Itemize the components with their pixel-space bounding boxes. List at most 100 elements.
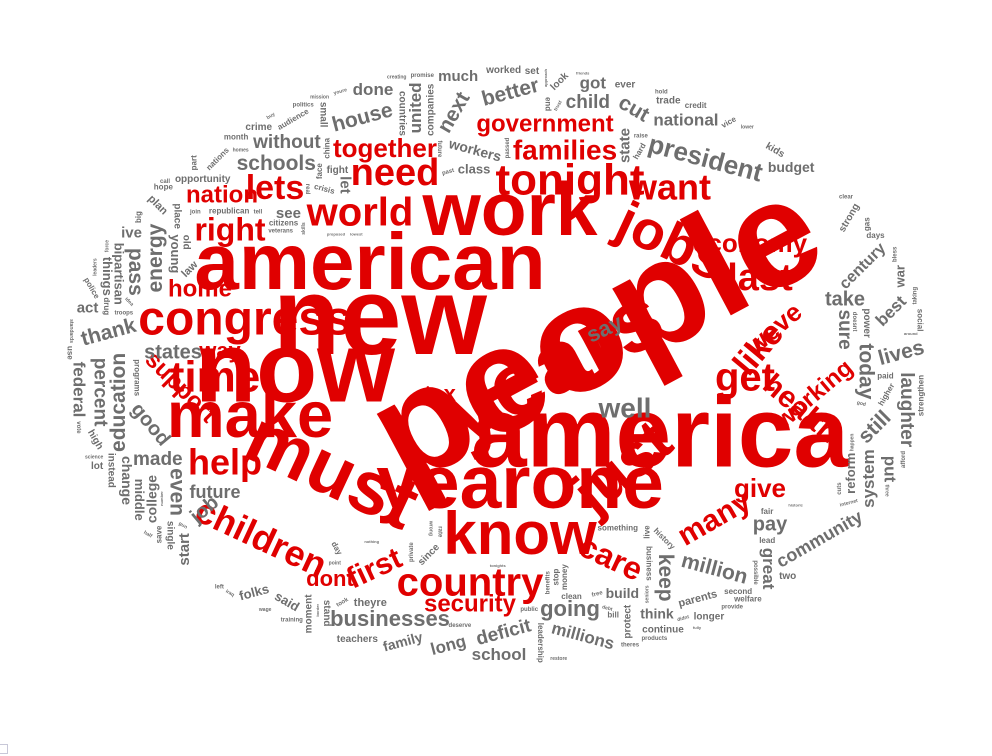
word-trust: trust <box>553 99 564 112</box>
word-think: think <box>640 605 674 621</box>
word-act: act <box>77 299 99 316</box>
word-idea: idea <box>123 296 134 307</box>
word-bipartisan: bipartisan <box>112 243 127 305</box>
word-continue: continue <box>642 624 684 635</box>
word-single: single <box>165 521 176 550</box>
word-today: today <box>855 343 878 399</box>
word-part: part <box>190 155 199 170</box>
word-look: look <box>549 70 572 93</box>
word-war: war <box>893 265 908 288</box>
word-new: new <box>273 255 487 378</box>
word-change: change <box>119 456 135 505</box>
word-hope: hope <box>154 183 174 192</box>
word-iraq: iraq <box>224 589 235 599</box>
word-education: education <box>107 353 130 452</box>
word-stop: stop <box>551 568 560 585</box>
word-paid: paid <box>877 372 894 381</box>
word-national: national <box>653 111 718 130</box>
word-took: took <box>336 597 351 609</box>
word-benefits: benefits <box>545 571 551 595</box>
word-schools: schools <box>237 152 316 175</box>
word-thank: thank <box>79 314 139 351</box>
word-made: made <box>133 449 183 470</box>
word-fight: fight <box>327 165 349 176</box>
word-ever: ever <box>615 79 636 90</box>
word-debt: debt <box>601 604 613 613</box>
word-drug: drug <box>102 297 111 315</box>
word-friends: friends <box>576 71 590 76</box>
word-laughter: laughter <box>896 372 917 448</box>
word-way: way <box>198 338 241 363</box>
word-going: going <box>540 596 600 621</box>
word-still: still <box>854 406 896 448</box>
word-give: give <box>734 473 786 503</box>
word-gun: gun <box>177 521 188 531</box>
word-something: something <box>598 524 639 533</box>
word-pass: pass <box>124 248 147 296</box>
word-credit: credit <box>685 101 707 110</box>
word-young: young <box>168 234 183 273</box>
word-call: call <box>160 179 170 185</box>
word-skills: skills <box>301 222 307 235</box>
word-social: social <box>915 309 924 332</box>
word-big: big <box>134 211 143 223</box>
word-china: china <box>323 137 332 158</box>
word-seniors: seniors <box>645 585 651 603</box>
word-number: number <box>159 491 164 506</box>
word-half: half <box>142 530 153 540</box>
word-use: use <box>65 346 74 360</box>
word-save: save <box>154 525 163 543</box>
word-future: future <box>436 140 442 158</box>
word-long: long <box>429 631 469 659</box>
word-taking: taking <box>912 287 918 305</box>
word-troops: troops <box>114 311 133 317</box>
word-border: border <box>315 604 320 617</box>
word-hold: hold <box>655 90 668 96</box>
word-great: great <box>759 548 778 590</box>
word-teachers: teachers <box>337 634 379 645</box>
word-two: two <box>779 571 796 582</box>
word-fair: fair <box>761 507 773 516</box>
word-longer: longer <box>694 612 725 623</box>
word-bill: bill <box>607 611 619 620</box>
word-tax: tax <box>424 381 457 406</box>
word-now: now <box>195 311 395 423</box>
word-build: build <box>606 585 639 601</box>
word-federal: federal <box>70 362 89 418</box>
word-work: work <box>421 167 597 251</box>
word-tonights: tonights <box>490 563 507 568</box>
word-america: america <box>471 376 850 488</box>
word-products: products <box>642 636 668 642</box>
word-take: take <box>825 288 865 310</box>
word-make: make <box>167 378 333 451</box>
word-lot: lot <box>91 461 104 472</box>
word-theres: theres <box>621 642 640 648</box>
word-tell: tell <box>254 210 263 216</box>
word-real: real <box>304 184 310 195</box>
word-stand: stand <box>321 600 332 627</box>
word-restore: restore <box>550 656 567 662</box>
word-government: government <box>476 110 613 137</box>
word-buy: buy <box>266 111 277 121</box>
word-companies: companies <box>426 83 437 136</box>
word-set: set <box>525 66 540 77</box>
word-month: month <box>224 132 249 141</box>
word-lowest: lowest <box>350 231 363 236</box>
word-days: days <box>866 231 885 240</box>
word-business: business <box>644 546 653 581</box>
word-said: said <box>272 588 302 614</box>
word-reform: reform <box>843 453 858 494</box>
word-live: live <box>643 525 652 539</box>
word-much: much <box>438 68 478 85</box>
word-well: well <box>598 392 652 423</box>
word-yearone: yearone <box>376 440 664 524</box>
word-audience: audience <box>276 106 311 131</box>
word-home: home <box>168 275 232 302</box>
word-vice: vice <box>720 114 738 130</box>
word-let: let <box>336 176 353 194</box>
word-opportunity: opportunity <box>175 174 231 185</box>
word-last: last <box>727 257 793 299</box>
word-economy: economy <box>693 228 808 258</box>
word-school: school <box>472 645 527 664</box>
word-country: country <box>397 561 544 605</box>
